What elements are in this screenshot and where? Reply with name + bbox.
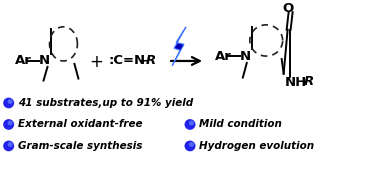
Text: 41 substrates,up to 91% yield: 41 substrates,up to 91% yield	[18, 98, 193, 108]
Circle shape	[3, 141, 14, 151]
Circle shape	[8, 142, 12, 147]
Circle shape	[3, 98, 14, 108]
Text: Gram-scale synthesis: Gram-scale synthesis	[18, 141, 142, 151]
Text: N: N	[240, 50, 251, 63]
Text: R: R	[304, 75, 314, 88]
Text: R: R	[146, 54, 156, 68]
Polygon shape	[172, 27, 186, 66]
Text: Ar: Ar	[15, 54, 31, 68]
Circle shape	[189, 142, 194, 147]
Text: NH: NH	[285, 76, 307, 89]
Circle shape	[8, 99, 12, 104]
Text: External oxidant-free: External oxidant-free	[18, 120, 142, 129]
Circle shape	[184, 119, 195, 130]
Circle shape	[189, 121, 194, 125]
Text: N: N	[39, 54, 50, 68]
Text: :C=N: :C=N	[108, 54, 146, 68]
Text: +: +	[90, 53, 103, 71]
Text: Mild condition: Mild condition	[199, 120, 282, 129]
Text: −: −	[138, 54, 149, 68]
Text: Hydrogen evolution: Hydrogen evolution	[199, 141, 314, 151]
Circle shape	[184, 141, 195, 151]
Circle shape	[3, 119, 14, 130]
Circle shape	[8, 121, 12, 125]
Text: Ar: Ar	[215, 50, 232, 63]
Text: O: O	[282, 2, 293, 15]
